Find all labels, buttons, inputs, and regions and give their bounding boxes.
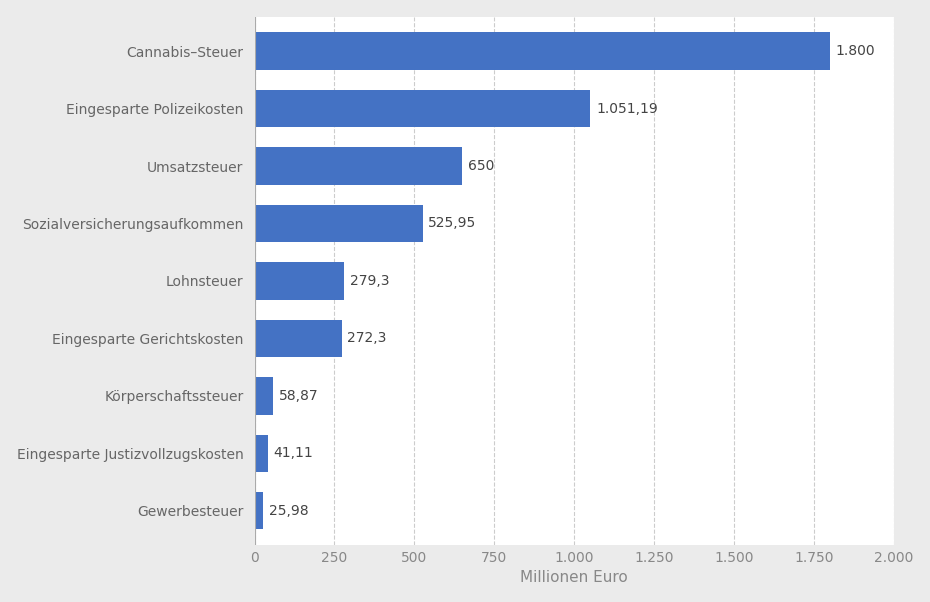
Text: 58,87: 58,87 [279,389,319,403]
Text: 1.800: 1.800 [835,44,875,58]
X-axis label: Millionen Euro: Millionen Euro [520,570,628,585]
Text: 272,3: 272,3 [347,331,387,346]
Text: 41,11: 41,11 [273,446,313,461]
Text: 525,95: 525,95 [429,217,476,231]
Text: 279,3: 279,3 [350,274,389,288]
Bar [255,205,422,242]
Text: 1.051,19: 1.051,19 [596,102,658,116]
Bar [255,262,344,300]
Bar [255,377,273,415]
Bar [255,435,268,472]
Text: 650: 650 [468,159,495,173]
Bar [255,90,591,127]
Bar [255,492,263,529]
Bar [255,33,830,70]
Bar [255,147,462,185]
Bar [255,320,341,357]
Text: 25,98: 25,98 [269,504,308,518]
